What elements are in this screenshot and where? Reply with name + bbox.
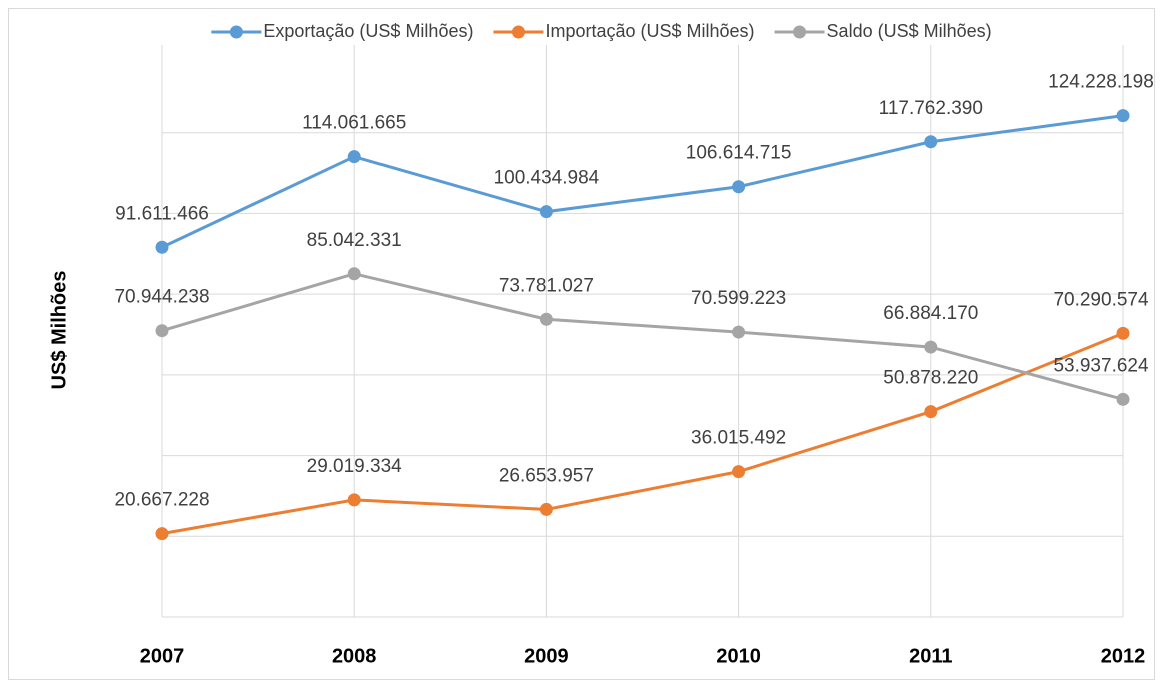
data-label: 85.042.331 bbox=[307, 230, 402, 251]
series-line bbox=[161, 114, 1124, 249]
series-line bbox=[161, 272, 1124, 401]
point bbox=[924, 135, 938, 149]
series-line bbox=[161, 331, 1124, 536]
legend-label: Exportação (US$ Milhões) bbox=[263, 21, 473, 41]
point bbox=[155, 240, 169, 254]
data-label: 70.599.223 bbox=[691, 288, 786, 309]
data-label: 124.228.198 bbox=[1048, 72, 1154, 93]
data-label: 66.884.170 bbox=[883, 303, 978, 324]
data-label: 73.781.027 bbox=[499, 275, 594, 296]
data-label: 20.667.228 bbox=[114, 490, 209, 511]
data-label: 36.015.492 bbox=[691, 428, 786, 449]
legend-marker bbox=[793, 25, 807, 39]
point bbox=[539, 312, 553, 326]
point bbox=[1116, 326, 1130, 340]
data-label: 29.019.334 bbox=[307, 456, 403, 477]
point bbox=[347, 493, 361, 507]
legend-label: Importação (US$ Milhões) bbox=[545, 21, 754, 41]
y-axis-title: US$ Milhões bbox=[48, 271, 70, 390]
point bbox=[155, 324, 169, 338]
point bbox=[539, 205, 553, 219]
point bbox=[347, 267, 361, 281]
x-tick-label: 2007 bbox=[140, 645, 185, 667]
x-tick-label: 2011 bbox=[909, 645, 952, 667]
legend-label: Saldo (US$ Milhões) bbox=[827, 21, 992, 41]
x-tick-label: 2008 bbox=[332, 645, 377, 667]
legend-marker bbox=[511, 25, 525, 39]
data-label: 26.653.957 bbox=[499, 465, 594, 486]
data-label: 100.434.984 bbox=[494, 168, 600, 189]
data-label: 70.290.574 bbox=[1053, 289, 1149, 310]
x-tick-label: 2010 bbox=[716, 645, 761, 667]
point bbox=[924, 340, 938, 354]
point bbox=[732, 180, 746, 194]
legend: Exportação (US$ Milhões) Importação (US$ … bbox=[211, 21, 992, 41]
legend-marker bbox=[229, 25, 243, 39]
point bbox=[347, 150, 361, 164]
data-label: 53.937.624 bbox=[1053, 355, 1149, 376]
data-label: 106.614.715 bbox=[686, 143, 792, 164]
x-tick-label: 2012 bbox=[1101, 645, 1146, 667]
point bbox=[1116, 392, 1130, 406]
data-label: 117.762.390 bbox=[879, 98, 983, 119]
point bbox=[539, 502, 553, 516]
data-label: 91.611.466 bbox=[115, 203, 209, 224]
point bbox=[732, 325, 746, 339]
x-tick-label: 2009 bbox=[524, 645, 569, 667]
data-label: 70.944.238 bbox=[114, 287, 209, 308]
data-label: 114.061.665 bbox=[302, 113, 406, 134]
point bbox=[155, 527, 169, 541]
point bbox=[924, 405, 938, 419]
point bbox=[1116, 109, 1130, 123]
chart-border bbox=[8, 8, 1155, 680]
data-label: 50.878.220 bbox=[883, 368, 978, 389]
point bbox=[732, 465, 746, 479]
